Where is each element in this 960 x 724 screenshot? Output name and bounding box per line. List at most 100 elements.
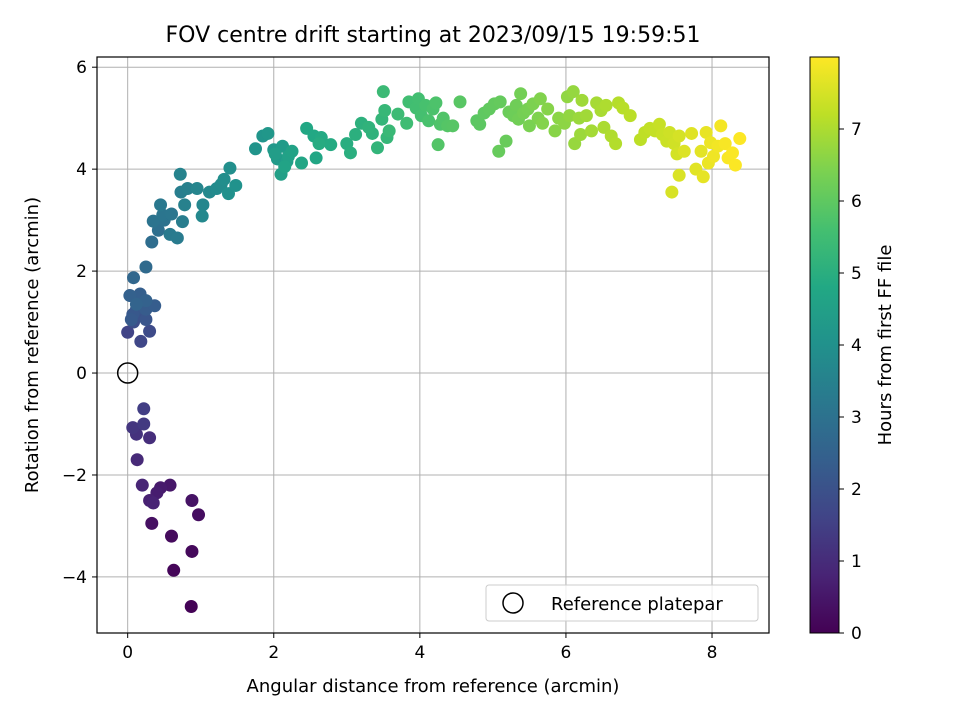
data-point <box>672 129 686 143</box>
data-point <box>178 198 192 212</box>
data-point <box>422 114 436 128</box>
data-point <box>146 214 160 228</box>
data-point <box>217 172 231 186</box>
data-point <box>536 116 550 130</box>
data-point <box>134 334 148 348</box>
colorbar-tick-label: 7 <box>851 120 862 140</box>
data-point <box>585 124 599 138</box>
data-point <box>370 141 384 155</box>
data-point <box>229 178 243 192</box>
colorbar-tick-label: 6 <box>851 192 862 212</box>
legend-marker-reference <box>502 592 524 614</box>
data-point <box>181 182 195 196</box>
data-point <box>295 156 309 170</box>
data-point <box>718 137 732 151</box>
legend: Reference platepar <box>485 584 759 622</box>
data-point <box>324 138 338 152</box>
data-point <box>185 493 199 507</box>
data-point <box>192 508 206 522</box>
data-point <box>165 207 179 221</box>
data-point <box>165 529 179 543</box>
x-tick-label: 4 <box>414 643 425 663</box>
data-point <box>139 260 153 274</box>
colorbar: 0 1 2 3 4 5 6 7 Hours from first FF file <box>809 56 896 644</box>
x-tick-label: 6 <box>561 643 572 663</box>
data-point <box>694 144 708 158</box>
data-point <box>579 109 593 123</box>
data-point <box>391 107 405 121</box>
data-point <box>378 104 392 118</box>
data-point <box>566 85 580 99</box>
data-point <box>597 120 611 134</box>
data-point <box>400 116 414 130</box>
data-point <box>609 137 623 151</box>
data-point <box>130 453 144 467</box>
colorbar-tick-label: 3 <box>851 408 862 428</box>
data-point <box>261 126 275 140</box>
data-point <box>196 198 210 212</box>
data-point <box>137 402 151 416</box>
data-point <box>129 297 143 311</box>
data-point <box>137 417 151 431</box>
data-point <box>714 119 728 133</box>
x-tick-label: 8 <box>707 643 718 663</box>
data-point <box>728 158 742 172</box>
x-axis-label: Angular distance from reference (arcmin) <box>247 676 620 697</box>
colorbar-ticks: 0 1 2 3 4 5 6 7 <box>839 120 862 644</box>
data-point <box>268 147 282 161</box>
data-point <box>473 117 487 131</box>
data-point <box>349 127 363 141</box>
data-point <box>126 421 140 435</box>
y-tick-label: 4 <box>76 160 87 180</box>
data-point <box>121 325 135 339</box>
data-point <box>382 124 396 138</box>
data-point <box>652 117 666 131</box>
plot-frame <box>96 56 770 634</box>
points-layer <box>116 85 747 613</box>
data-point <box>184 599 198 613</box>
data-point <box>145 235 159 249</box>
data-point <box>143 324 157 338</box>
data-point <box>175 215 189 229</box>
x-tick-label: 2 <box>268 643 279 663</box>
data-point <box>446 119 460 133</box>
colorbar-label: Hours from first FF file <box>875 245 896 446</box>
data-point <box>677 144 691 158</box>
data-point <box>173 167 187 181</box>
colorbar-tick-label: 5 <box>851 264 862 284</box>
data-point <box>696 170 710 184</box>
data-point <box>185 544 199 558</box>
data-point <box>154 198 168 212</box>
data-point <box>453 95 467 109</box>
data-point <box>429 96 443 110</box>
data-point <box>431 138 445 152</box>
data-point <box>135 478 149 492</box>
data-point <box>548 124 562 138</box>
colorbar-tick-label: 0 <box>851 624 862 644</box>
y-axis-label: Rotation from reference (arcmin) <box>22 197 43 493</box>
data-point <box>223 161 237 175</box>
legend-label-reference: Reference platepar <box>551 594 723 615</box>
reference-marker <box>116 362 139 384</box>
y-tick-label: 0 <box>76 364 87 384</box>
data-point <box>493 95 507 109</box>
data-point <box>143 431 157 445</box>
data-point <box>514 87 528 101</box>
data-point <box>706 149 720 163</box>
data-point <box>145 516 159 530</box>
data-point <box>312 137 326 151</box>
data-point <box>285 144 299 158</box>
data-point <box>733 132 747 146</box>
data-point <box>124 313 138 327</box>
axes-layer: 0 2 4 6 8 −4 −2 0 2 4 6 <box>62 56 770 663</box>
data-point <box>362 120 376 134</box>
data-point <box>575 93 589 107</box>
data-point <box>623 109 637 123</box>
legend-box <box>485 584 759 622</box>
data-point <box>665 185 679 199</box>
data-point <box>146 496 160 510</box>
data-point <box>725 146 739 160</box>
data-point <box>376 85 390 99</box>
